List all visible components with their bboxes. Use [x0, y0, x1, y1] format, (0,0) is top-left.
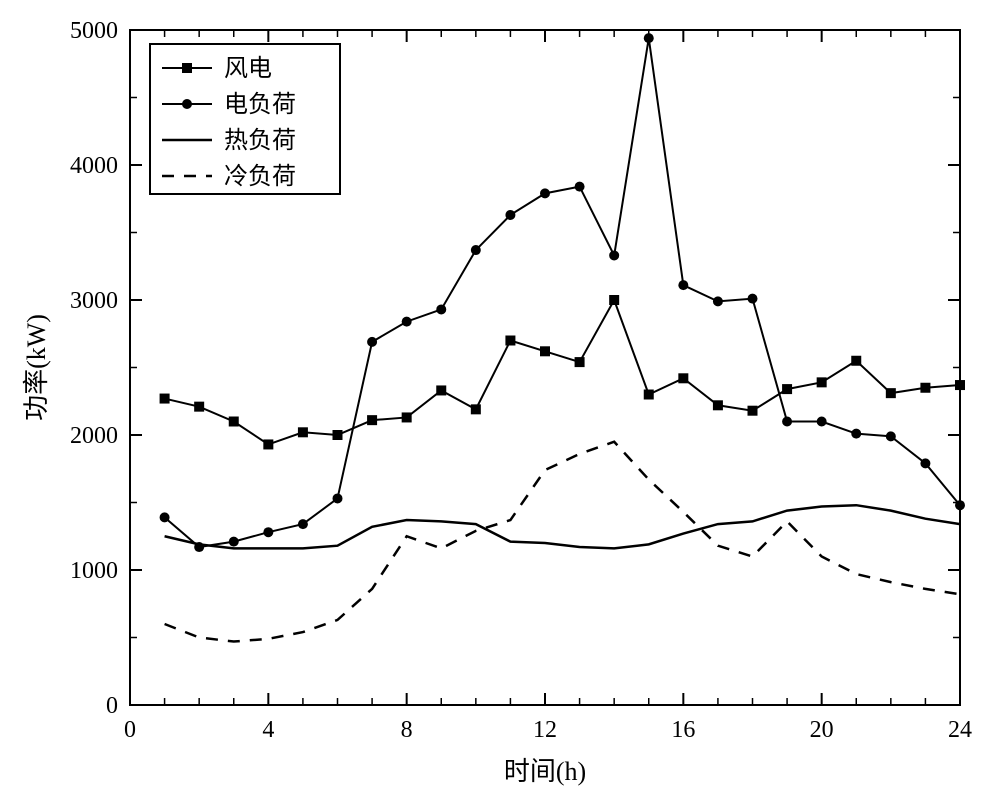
marker-wind: [782, 384, 792, 394]
marker-elec_load: [436, 304, 446, 314]
marker-wind: [817, 377, 827, 387]
marker-wind: [505, 336, 515, 346]
marker-wind: [920, 383, 930, 393]
marker-elec_load: [540, 188, 550, 198]
y-tick-label: 3000: [70, 288, 118, 314]
x-tick-label: 4: [262, 717, 274, 743]
y-tick-label: 0: [106, 693, 118, 719]
x-tick-label: 12: [533, 717, 557, 743]
marker-wind: [540, 346, 550, 356]
y-tick-label: 2000: [70, 423, 118, 449]
legend-marker-wind: [182, 63, 192, 73]
marker-elec_load: [160, 512, 170, 522]
y-tick-label: 4000: [70, 153, 118, 179]
y-axis-label: 功率(kW): [22, 314, 51, 421]
marker-elec_load: [367, 337, 377, 347]
legend-label-cold_load: 冷负荷: [224, 163, 296, 190]
marker-wind: [886, 388, 896, 398]
marker-elec_load: [748, 294, 758, 304]
power-time-chart: 0 4 8 12 16 20 24 时间(h) 0 1000 2000 3000 4000 5000 功率(…: [0, 0, 1000, 809]
marker-wind: [644, 390, 654, 400]
x-tick-label: 0: [124, 717, 136, 743]
x-tick-label: 8: [401, 717, 413, 743]
marker-elec_load: [575, 182, 585, 192]
marker-elec_load: [609, 250, 619, 260]
marker-elec_load: [955, 500, 965, 510]
legend-label-elec_load: 电负荷: [224, 91, 296, 118]
series-heat_load: [165, 505, 960, 548]
marker-wind: [678, 373, 688, 383]
marker-elec_load: [782, 417, 792, 427]
marker-wind: [851, 356, 861, 366]
marker-elec_load: [920, 458, 930, 468]
marker-wind: [229, 417, 239, 427]
marker-elec_load: [644, 33, 654, 43]
marker-elec_load: [713, 296, 723, 306]
marker-elec_load: [817, 417, 827, 427]
marker-elec_load: [298, 519, 308, 529]
marker-wind: [194, 402, 204, 412]
x-tick-label: 24: [948, 717, 972, 743]
marker-wind: [263, 439, 273, 449]
marker-wind: [748, 406, 758, 416]
marker-wind: [367, 415, 377, 425]
series-wind: [165, 300, 960, 444]
chart-container: 0 4 8 12 16 20 24 时间(h) 0 1000 2000 3000 4000 5000 功率(…: [0, 0, 1000, 809]
marker-wind: [575, 357, 585, 367]
marker-wind: [333, 430, 343, 440]
marker-wind: [955, 380, 965, 390]
x-tick-label: 20: [810, 717, 834, 743]
legend-marker-elec_load: [182, 99, 192, 109]
series-cold_load: [165, 442, 960, 642]
marker-elec_load: [333, 493, 343, 503]
marker-elec_load: [505, 210, 515, 220]
marker-wind: [436, 385, 446, 395]
marker-wind: [471, 404, 481, 414]
legend-label-heat_load: 热负荷: [224, 127, 296, 154]
marker-wind: [160, 394, 170, 404]
marker-wind: [298, 427, 308, 437]
x-axis-label: 时间(h): [504, 757, 586, 786]
y-tick-label: 1000: [70, 558, 118, 584]
marker-elec_load: [402, 317, 412, 327]
marker-wind: [609, 295, 619, 305]
y-tick-label: 5000: [70, 18, 118, 44]
marker-wind: [402, 412, 412, 422]
marker-elec_load: [886, 431, 896, 441]
marker-elec_load: [471, 245, 481, 255]
legend-label-wind: 风电: [224, 55, 272, 82]
marker-elec_load: [678, 280, 688, 290]
marker-elec_load: [229, 537, 239, 547]
marker-elec_load: [263, 527, 273, 537]
marker-elec_load: [851, 429, 861, 439]
x-tick-label: 16: [671, 717, 695, 743]
marker-wind: [713, 400, 723, 410]
